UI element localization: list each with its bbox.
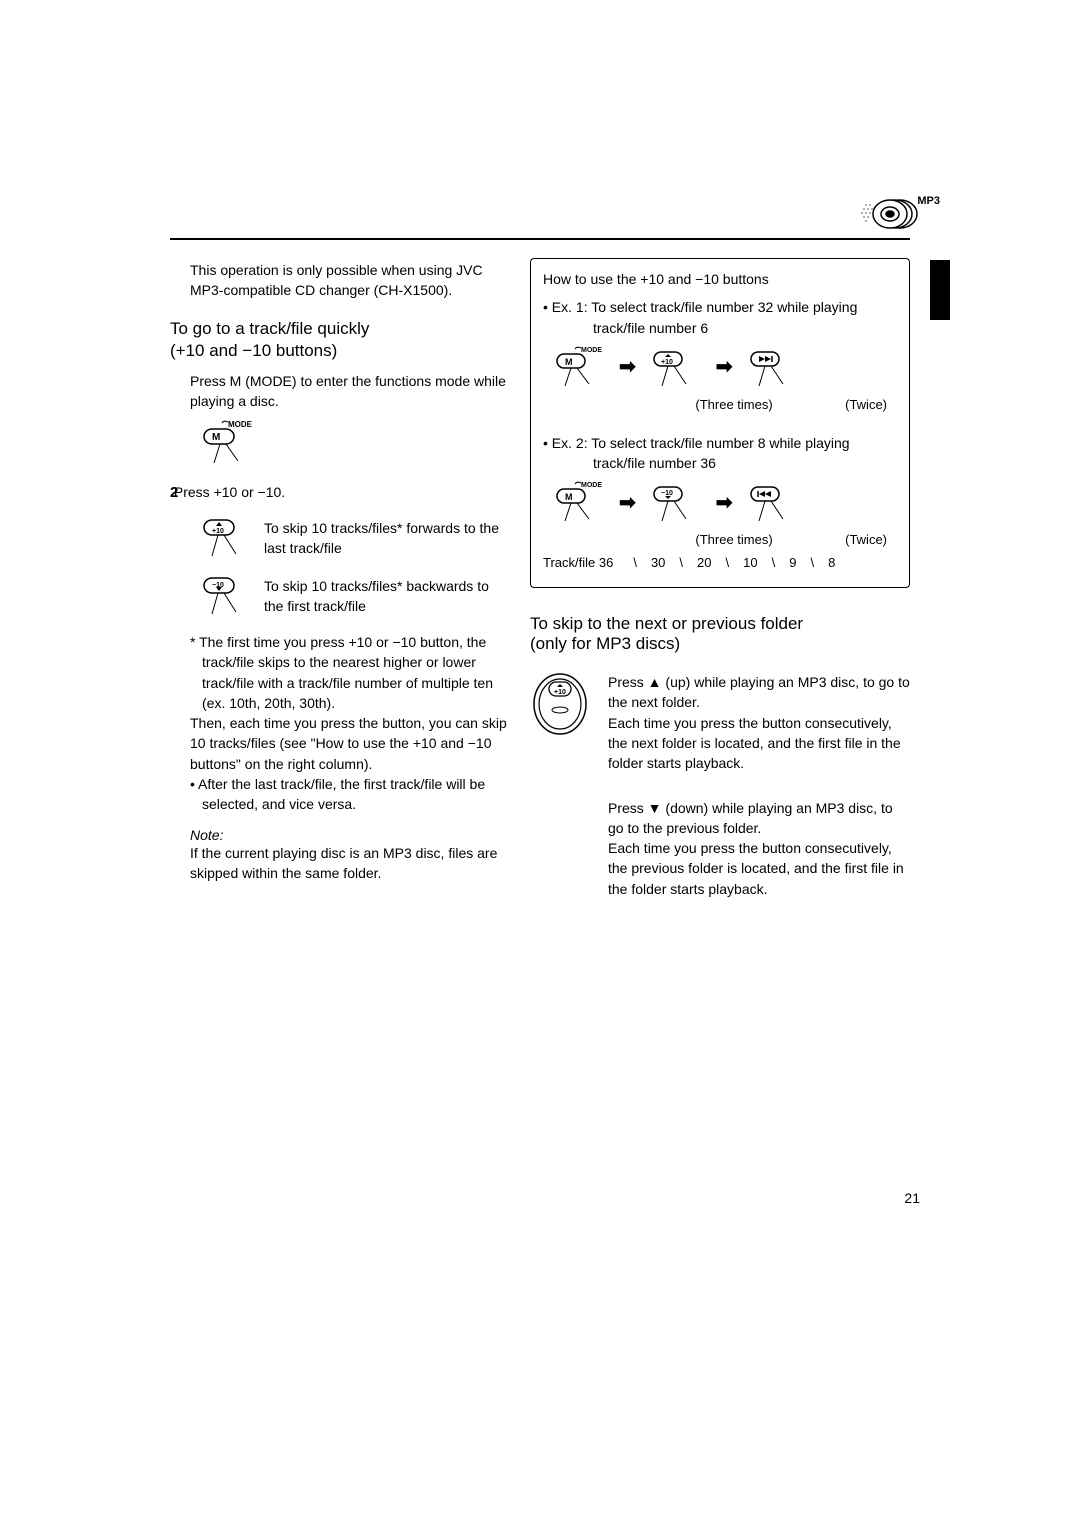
folder-down-text-2: Each time you press the button consecuti… xyxy=(608,838,910,899)
example-1-buttons: MODE M ➡ +10 ➡ xyxy=(553,346,897,390)
example-1-captions: (Three times) (Twice) xyxy=(543,396,897,415)
example-2-buttons: MODE M ➡ −10 ➡ xyxy=(553,481,897,525)
howto-box: How to use the +10 and −10 buttons • Ex.… xyxy=(530,258,910,588)
intro-text: This operation is only possible when usi… xyxy=(170,260,510,301)
step-1: Press M (MODE) to enter the functions mo… xyxy=(170,371,510,412)
mode-button-diagram: MODE M xyxy=(200,419,510,474)
heading-quick-track: To go to a track/file quickly xyxy=(170,319,510,339)
minus10-button-icon: −10 xyxy=(200,576,252,620)
mp3-label: MP3 xyxy=(917,195,940,207)
heading-skip-folder-sub: (only for MP3 discs) xyxy=(530,634,910,654)
rocker-up-icon: +10 xyxy=(530,672,590,736)
arrow-icon: ➡ xyxy=(716,353,733,382)
note-text: If the current playing disc is an MP3 di… xyxy=(170,843,510,884)
svg-text:MODE: MODE xyxy=(581,347,602,354)
minus10-button-icon: −10 xyxy=(650,481,702,525)
three-times-label: (Three times) xyxy=(695,396,772,415)
skip-forward-text: To skip 10 tracks/files* forwards to the… xyxy=(264,518,510,559)
folder-down-row: Press ▼ (down) while playing an MP3 disc… xyxy=(530,798,910,899)
track-file-label: Track/file 36 xyxy=(543,554,613,573)
track-value: 10 xyxy=(743,554,757,573)
howto-title: How to use the +10 and −10 buttons xyxy=(543,269,897,289)
after-last-bullet: • After the last track/file, the first t… xyxy=(170,774,510,815)
track-value: 8 xyxy=(828,554,835,573)
example-2-captions: (Three times) (Twice) xyxy=(543,531,897,550)
svg-text:M: M xyxy=(565,492,573,502)
twice-label: (Twice) xyxy=(845,396,887,415)
track-value: 30 xyxy=(651,554,665,573)
heading-quick-track-sub: (+10 and −10 buttons) xyxy=(170,341,510,361)
folder-up-row: +10 Press ▲ (up) while playing an MP3 di… xyxy=(530,672,910,773)
svg-text:M: M xyxy=(212,432,220,443)
skip-forward-block: +10 To skip 10 tracks/files* forwards to… xyxy=(170,518,510,562)
side-tab xyxy=(930,260,950,320)
heading-skip-folder: To skip to the next or previous folder xyxy=(530,614,910,634)
folder-down-text-1: Press ▼ (down) while playing an MP3 disc… xyxy=(608,798,910,839)
three-times-label: (Three times) xyxy=(695,531,772,550)
note-label: Note: xyxy=(170,827,510,843)
star-footnote: * The first time you press +10 or −10 bu… xyxy=(170,632,510,713)
svg-text:MODE: MODE xyxy=(581,482,602,489)
svg-text:+10: +10 xyxy=(661,359,673,366)
step-2: 2 Press +10 or −10. xyxy=(170,482,510,504)
top-divider xyxy=(170,238,910,240)
plus10-button-icon: +10 xyxy=(650,346,702,390)
skip-backward-block: −10 To skip 10 tracks/files* backwards t… xyxy=(170,576,510,620)
step-2-text: Press +10 or −10. xyxy=(174,484,285,500)
arrow-icon: ➡ xyxy=(716,489,733,518)
then-note: Then, each time you press the button, yo… xyxy=(170,713,510,774)
next-track-button-icon xyxy=(747,346,799,390)
track-sequence: Track/file 36 \ 30 \ 20 \ 10 \ 9 \ 8 xyxy=(543,554,897,573)
arrow-icon: ➡ xyxy=(619,489,636,518)
svg-text:−10: −10 xyxy=(661,490,673,497)
example-1-text: • Ex. 1: To select track/file number 32 … xyxy=(543,297,897,338)
svg-text:M: M xyxy=(565,357,573,367)
page-number: 21 xyxy=(904,1190,920,1206)
svg-text:+10: +10 xyxy=(212,528,224,535)
example-2-text: • Ex. 2: To select track/file number 8 w… xyxy=(543,433,897,474)
arrow-icon: ➡ xyxy=(619,353,636,382)
mode-button-icon: MODE M xyxy=(553,481,605,525)
mp3-disc-icon xyxy=(860,195,920,233)
prev-track-button-icon xyxy=(747,481,799,525)
track-value: 20 xyxy=(697,554,711,573)
plus10-button-icon: +10 xyxy=(200,518,252,562)
skip-backward-text: To skip 10 tracks/files* backwards to th… xyxy=(264,576,510,617)
svg-text:+10: +10 xyxy=(554,689,566,696)
folder-up-text-2: Each time you press the button consecuti… xyxy=(608,713,910,774)
twice-label: (Twice) xyxy=(845,531,887,550)
mode-button-icon: MODE M xyxy=(553,346,605,390)
folder-up-text-1: Press ▲ (up) while playing an MP3 disc, … xyxy=(608,672,910,713)
track-value: 9 xyxy=(789,554,796,573)
mode-label-text: MODE xyxy=(228,420,253,429)
